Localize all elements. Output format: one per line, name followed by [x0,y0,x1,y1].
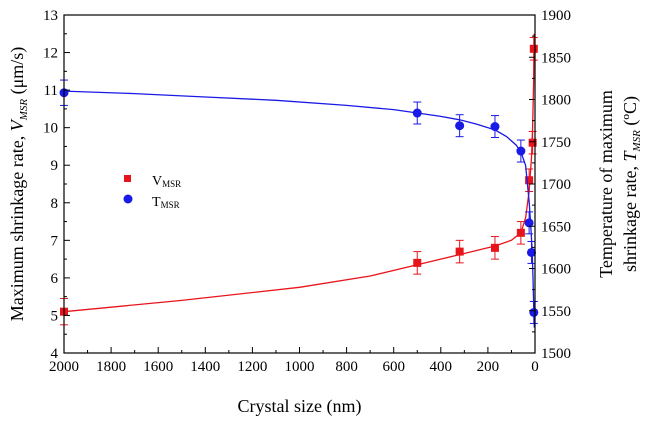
right-y-axis-title-line2: shrinkage rate, TMSR (ºC) [620,96,643,272]
data-point-t-msr [490,122,500,132]
left-y-tick-label: 9 [51,158,59,174]
legend-label-t-msr: TMSR [152,195,180,210]
legend-marker-t-msr [123,194,133,204]
x-tick-label: 1000 [285,359,315,375]
x-tick-label: 800 [335,359,358,375]
right-y-tick-label: 1800 [541,93,571,109]
data-point-t-msr [412,108,422,118]
data-point-t-msr [529,307,539,317]
left-y-tick-label: 7 [51,233,59,249]
data-point-v-msr [516,228,525,237]
right-y-title-symbol: T [620,150,640,162]
x-tick-label: 2000 [49,359,79,375]
series-line-v-msr [63,33,535,313]
legend-label-v-msr: VMSR [152,174,181,189]
left-y-title-subscript: MSR [18,99,30,122]
data-point-v-msr [529,44,538,53]
right-y-tick-label: 1850 [541,50,571,66]
x-tick-label: 600 [382,359,405,375]
right-y-tick-label: 1750 [541,135,571,151]
x-tick-label: 1600 [143,359,173,375]
right-y-tick-label: 1550 [541,304,571,320]
data-point-v-msr [528,138,537,147]
x-tick-label: 1400 [190,359,220,375]
x-tick-label: 400 [430,359,453,375]
data-point-t-msr [526,247,536,257]
right-y-tick-label: 1900 [541,8,571,24]
right-y-title-prefix: shrinkage rate, [620,162,640,272]
legend: VMSR TMSR [123,174,181,210]
data-point-t-msr [516,146,526,156]
data-point-t-msr [524,218,534,228]
left-y-tick-label: 12 [43,46,58,62]
data-point-t-msr [455,121,465,131]
left-y-title-suffix: (μm/s) [7,47,28,99]
right-y-title-suffix: (ºC) [620,96,641,130]
right-y-tick-label: 1650 [541,219,571,235]
data-point-v-msr [413,258,422,267]
left-y-tick-label: 11 [44,83,58,99]
data-point-v-msr [490,243,499,252]
left-y-tick-label: 13 [43,8,58,24]
x-tick-label: 1200 [237,359,267,375]
x-axis-title: Crystal size (nm) [238,396,362,417]
plot-frame [63,14,536,354]
right-y-tick-label: 1700 [541,177,571,193]
legend-marker-v-msr [124,175,131,182]
left-y-tick-label: 5 [51,308,59,324]
x-tick-label: 0 [531,359,539,375]
right-y-axis-title-line1: Temperature of maximum [596,90,616,278]
left-y-tick-label: 10 [43,121,58,137]
left-y-title-symbol: V [7,118,27,131]
right-y-title-subscript: MSR [631,130,643,153]
data-point-v-msr [525,176,534,185]
data-point-v-msr [455,247,464,256]
left-y-axis-title: Maximum shrinkage rate, VMSR (μm/s) [7,47,30,322]
left-y-tick-label: 6 [51,271,59,287]
left-y-tick-label: 4 [51,346,59,362]
x-tick-label: 200 [477,359,500,375]
left-y-tick-label: 8 [51,196,59,212]
right-y-tick-label: 1500 [541,346,571,362]
right-y-tick-label: 1600 [541,262,571,278]
x-tick-label: 1800 [96,359,126,375]
left-y-title-prefix: Maximum shrinkage rate, [7,131,27,321]
